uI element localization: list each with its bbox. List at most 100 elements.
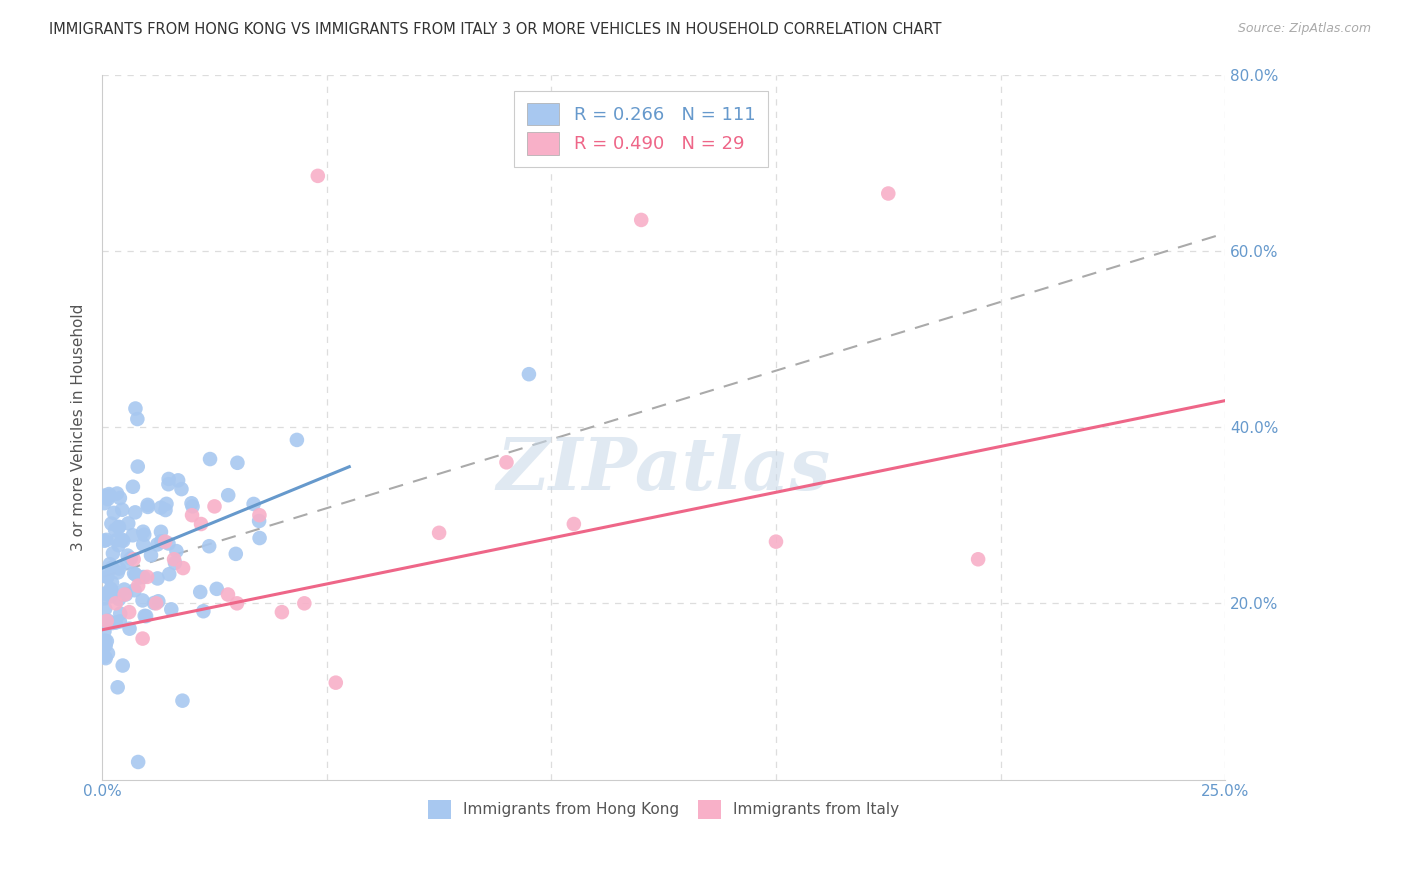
Point xyxy=(145,596,167,610)
Point xyxy=(98,586,121,600)
Point xyxy=(307,169,329,183)
Point xyxy=(285,433,308,447)
Point xyxy=(325,675,347,690)
Point xyxy=(170,482,193,496)
Point xyxy=(94,651,117,665)
Point xyxy=(94,639,117,653)
Point xyxy=(157,567,180,582)
Point xyxy=(172,693,194,707)
Point xyxy=(127,579,149,593)
Point xyxy=(292,596,315,610)
Point xyxy=(134,527,156,541)
Point xyxy=(157,536,180,550)
Point xyxy=(100,583,122,598)
Point xyxy=(217,588,239,602)
Text: Source: ZipAtlas.com: Source: ZipAtlas.com xyxy=(1237,22,1371,36)
Point xyxy=(150,534,173,549)
Point xyxy=(132,524,155,539)
Point xyxy=(157,477,180,491)
Point xyxy=(135,609,157,624)
Point xyxy=(94,587,117,601)
Point xyxy=(247,514,270,528)
Point xyxy=(190,516,212,531)
Point xyxy=(132,570,155,584)
Point xyxy=(108,520,131,534)
Point xyxy=(105,533,128,547)
Point xyxy=(172,561,194,575)
Point xyxy=(97,491,120,506)
Point xyxy=(94,633,117,648)
Point xyxy=(93,569,115,583)
Point xyxy=(103,506,125,520)
Point xyxy=(149,500,172,515)
Point xyxy=(117,516,139,531)
Point xyxy=(562,516,585,531)
Point xyxy=(108,561,131,575)
Point xyxy=(108,491,131,505)
Point xyxy=(139,548,162,562)
Point xyxy=(122,552,145,566)
Point xyxy=(136,500,159,514)
Point xyxy=(101,546,124,560)
Point xyxy=(146,571,169,585)
Point xyxy=(157,472,180,486)
Point xyxy=(165,544,187,558)
Point xyxy=(98,557,121,571)
Point xyxy=(108,592,131,607)
Point xyxy=(155,497,177,511)
Point xyxy=(270,605,292,619)
Point xyxy=(193,604,215,618)
Point xyxy=(117,556,139,570)
Point xyxy=(111,658,134,673)
Point xyxy=(149,524,172,539)
Point xyxy=(495,455,517,469)
Y-axis label: 3 or more Vehicles in Household: 3 or more Vehicles in Household xyxy=(72,303,86,550)
Point xyxy=(146,537,169,551)
Text: ZIPatlas: ZIPatlas xyxy=(496,434,831,505)
Point xyxy=(127,755,149,769)
Point xyxy=(630,213,652,227)
Point xyxy=(111,533,134,547)
Point xyxy=(100,590,122,604)
Point xyxy=(105,486,128,500)
Point xyxy=(124,401,146,416)
Point xyxy=(111,502,134,516)
Point xyxy=(131,593,153,607)
Point xyxy=(98,489,121,503)
Point xyxy=(93,496,115,510)
Point xyxy=(204,500,226,514)
Point xyxy=(181,508,204,523)
Point xyxy=(107,681,129,695)
Point xyxy=(118,622,141,636)
Point xyxy=(107,520,129,534)
Point xyxy=(163,552,186,566)
Point xyxy=(96,533,118,547)
Point xyxy=(121,528,143,542)
Point xyxy=(117,549,139,563)
Point xyxy=(188,585,211,599)
Point xyxy=(114,588,136,602)
Point xyxy=(96,570,118,584)
Point xyxy=(517,367,540,381)
Point xyxy=(97,614,120,628)
Point xyxy=(153,534,176,549)
Point xyxy=(104,596,127,610)
Point xyxy=(107,566,129,580)
Point xyxy=(110,607,132,621)
Point xyxy=(127,459,149,474)
Point xyxy=(427,525,450,540)
Point xyxy=(124,505,146,519)
Point xyxy=(249,508,271,523)
Point xyxy=(97,646,120,660)
Point xyxy=(93,624,115,639)
Point xyxy=(122,566,145,581)
Point xyxy=(148,594,170,608)
Point xyxy=(118,605,141,619)
Point xyxy=(104,615,127,630)
Point xyxy=(765,534,787,549)
Point xyxy=(124,567,146,582)
Point xyxy=(877,186,900,201)
Point xyxy=(94,601,117,615)
Point xyxy=(128,570,150,584)
Point xyxy=(136,570,159,584)
